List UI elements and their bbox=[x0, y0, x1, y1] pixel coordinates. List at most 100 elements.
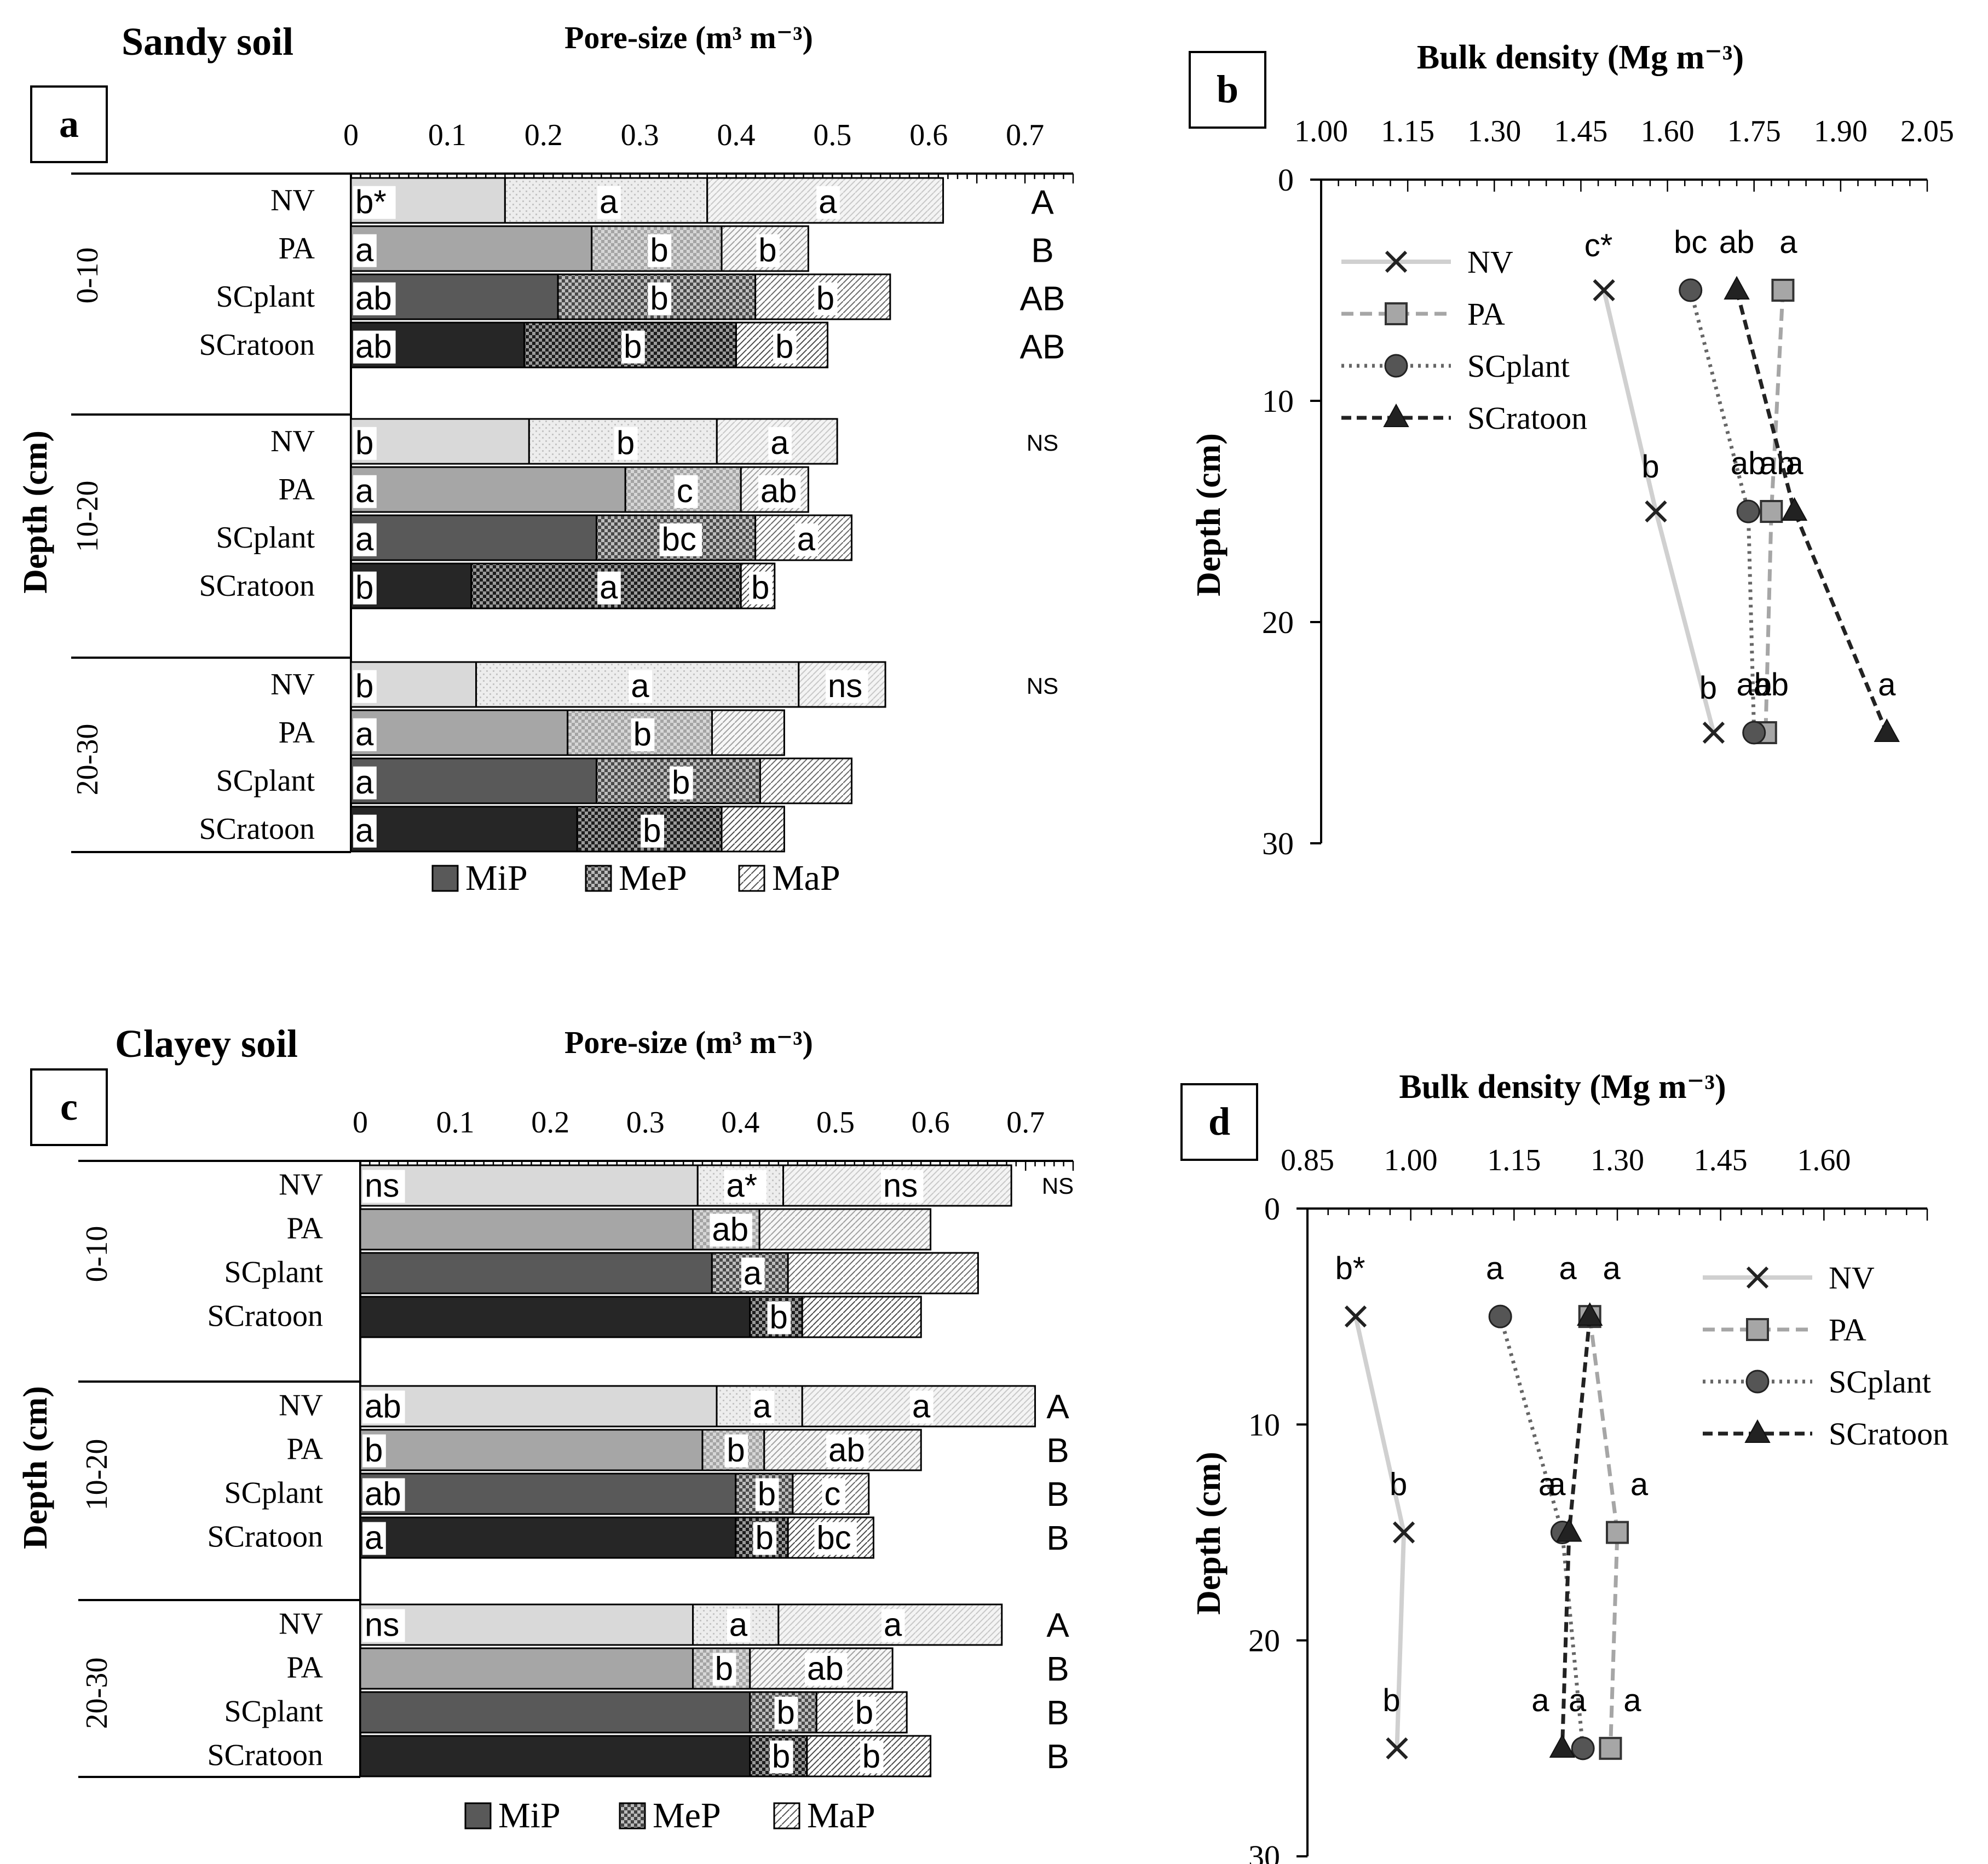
bar-letter-bg bbox=[353, 571, 377, 605]
panel-letter-box bbox=[1189, 51, 1266, 129]
bar-letter: b bbox=[650, 232, 668, 268]
point-SCratoon bbox=[1549, 1734, 1576, 1758]
legend-swatch-MeP bbox=[619, 1802, 646, 1830]
bar-letter-bg bbox=[860, 1740, 884, 1774]
bar-letter-bg bbox=[614, 427, 638, 460]
bar-letter: b bbox=[755, 1520, 773, 1556]
bar-letter: c bbox=[824, 1476, 840, 1512]
y-tick-label: 0 bbox=[1278, 162, 1294, 198]
legend-label-PA: PA bbox=[1467, 296, 1505, 332]
x-tick-label: 0.1 bbox=[428, 118, 466, 152]
y-tick-label: 10 bbox=[1262, 383, 1294, 419]
point-letter-PA: ab bbox=[1754, 667, 1789, 703]
bar-letter-bg bbox=[767, 1301, 791, 1334]
x-tick-label: 1.30 bbox=[1591, 1143, 1644, 1177]
bar-letter: a bbox=[365, 1520, 383, 1556]
y-tick-label: 20 bbox=[1262, 605, 1294, 640]
bar-letter-bg bbox=[597, 571, 621, 605]
bar-letter-bg bbox=[822, 1478, 846, 1511]
bar-letter: ab bbox=[807, 1650, 844, 1687]
bar-letter: b bbox=[758, 232, 776, 268]
bar-letter-bg bbox=[353, 475, 377, 508]
bar-PA-MiP bbox=[350, 225, 593, 272]
bar-letter-bg bbox=[880, 1170, 924, 1203]
bar-letter: ab bbox=[355, 328, 392, 365]
bar-letter: b bbox=[355, 668, 373, 704]
panel-b-sandy-bulk-density: b Bulk density (Mg m⁻³) 1.00 1.15 1.30 1.45 1.… bbox=[1189, 39, 1954, 861]
bar-letter: a bbox=[355, 521, 374, 557]
y-tick-label: 30 bbox=[1248, 1839, 1280, 1864]
legend-marker-PA bbox=[1385, 302, 1408, 325]
legend-marker-NV bbox=[1746, 1266, 1769, 1289]
treatment-label: SCratoon bbox=[207, 1299, 323, 1333]
bar-letter: c bbox=[677, 473, 693, 509]
bar-letter-bg bbox=[648, 282, 672, 315]
bar-NV-MiP bbox=[359, 1385, 718, 1428]
point-letter-SCratoon: a bbox=[1785, 446, 1803, 481]
bar-letter: b bbox=[816, 280, 834, 317]
bar-letter: a bbox=[600, 569, 618, 606]
bar-SCplant-MiP bbox=[350, 757, 597, 804]
x-tick-label: 0.3 bbox=[621, 118, 659, 152]
x-axis-title: Pore-size (m³ m⁻³) bbox=[564, 1025, 813, 1060]
point-PA bbox=[1606, 1521, 1629, 1544]
treatment-label: NV bbox=[279, 1388, 323, 1422]
depth-label: 20-30 bbox=[80, 1658, 114, 1729]
bar-letter-bg bbox=[724, 1170, 767, 1203]
legend-marker-SCplant bbox=[1745, 1370, 1770, 1394]
y-tick-label: 10 bbox=[1248, 1407, 1280, 1442]
bar-letter: ns bbox=[365, 1607, 399, 1643]
total-significance: B bbox=[1046, 1694, 1069, 1732]
series-line-SCratoon bbox=[1735, 290, 1889, 734]
bar-letter-bg bbox=[724, 1434, 748, 1468]
legend-marker-NV bbox=[1385, 250, 1408, 273]
legend-swatch-MaP bbox=[773, 1802, 800, 1830]
bar-letter-bg bbox=[353, 814, 377, 848]
point-SCratoon bbox=[1781, 497, 1808, 521]
x-tick-label: 1.45 bbox=[1694, 1143, 1748, 1177]
treatment-label: SCplant bbox=[216, 280, 315, 314]
bar-letter-bg bbox=[631, 718, 655, 751]
bar-SCratoon-MiP bbox=[359, 1296, 751, 1338]
x-tick-label: 0.2 bbox=[525, 118, 563, 152]
bar-letter: ns bbox=[365, 1167, 399, 1204]
bar-letter-bg bbox=[753, 1522, 777, 1555]
legend-swatch-MiP bbox=[464, 1802, 492, 1830]
bar-letter-bg bbox=[659, 523, 702, 556]
bar-SCratoon-MaP bbox=[801, 1296, 922, 1338]
group-significance: NS bbox=[1027, 430, 1058, 456]
point-letter-SCratoon: ab bbox=[1719, 225, 1755, 260]
treatment-label: SCplant bbox=[216, 764, 315, 798]
panel-letter-box bbox=[1180, 1083, 1258, 1161]
treatment-label: SCratoon bbox=[199, 812, 315, 846]
bar-letter: a bbox=[631, 668, 649, 704]
bar-letter: ns bbox=[883, 1167, 918, 1204]
point-letter-SCratoon: a bbox=[1878, 667, 1896, 703]
bar-letter-bg bbox=[648, 234, 672, 267]
treatment-label: PA bbox=[287, 1432, 324, 1466]
bar-letter-bg bbox=[909, 1390, 934, 1424]
bar-letter: ab bbox=[828, 1432, 865, 1469]
legend-label-MiP: MiP bbox=[498, 1796, 561, 1836]
legend-label-MeP: MeP bbox=[653, 1796, 721, 1836]
treatment-label: SCplant bbox=[224, 1694, 324, 1728]
legend-label-PA: PA bbox=[1829, 1312, 1866, 1348]
point-letter-SCratoon: a bbox=[1538, 1467, 1557, 1503]
treatment-label: PA bbox=[287, 1211, 324, 1245]
point-letter-SCplant: a bbox=[1486, 1251, 1504, 1286]
bar-NV-MiP bbox=[359, 1164, 699, 1207]
bar-letter-bg bbox=[712, 1653, 736, 1686]
bar-letter-bg bbox=[353, 427, 377, 460]
bar-letter: ab bbox=[365, 1388, 401, 1425]
depth-label: 10-20 bbox=[80, 1439, 114, 1511]
bar-letter-bg bbox=[758, 475, 801, 508]
bar-letter-bg bbox=[353, 234, 377, 267]
legend-label-MaP: MaP bbox=[807, 1796, 875, 1836]
bar-letter: ab bbox=[355, 280, 392, 317]
point-letter-PA: a bbox=[1630, 1467, 1649, 1503]
x-tick-label: 0 bbox=[353, 1106, 368, 1140]
bar-letter-bg bbox=[362, 1434, 386, 1468]
bar-letter: b bbox=[855, 1694, 873, 1731]
legend-label-SCratoon: SCratoon bbox=[1467, 400, 1587, 436]
